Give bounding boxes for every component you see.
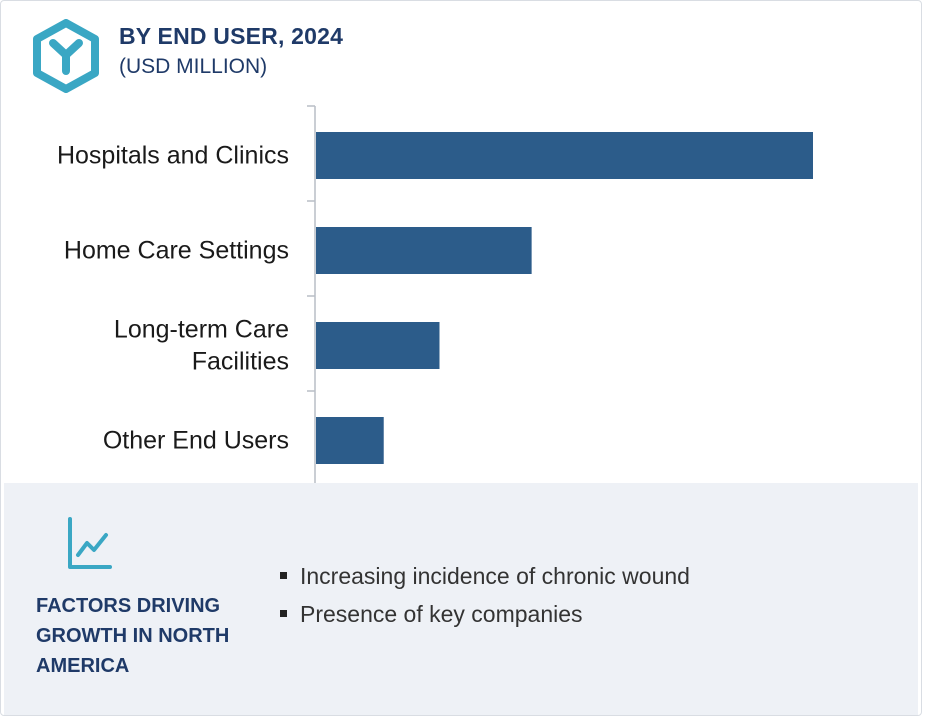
bar-long-term-care-facilities [316, 322, 440, 369]
hexagon-y-logo-icon [33, 19, 99, 93]
bullet-icon [280, 610, 287, 617]
category-tick-label-line: Hospitals and Clinics [57, 142, 289, 170]
category-tick-label: Home Care Settings [64, 237, 289, 265]
factors-panel: FACTORS DRIVING GROWTH IN NORTH AMERICA … [4, 483, 918, 715]
factor-text: Increasing incidence of chronic wound [300, 563, 690, 589]
line-chart-trend-icon [68, 517, 112, 569]
category-tick-label-line: Long-term Care [114, 316, 289, 344]
factor-item: Presence of key companies [280, 595, 690, 633]
chart-title: BY END USER, 2024 [119, 23, 344, 49]
category-tick-label: Hospitals and Clinics [57, 142, 289, 170]
factors-title: FACTORS DRIVING GROWTH IN NORTH AMERICA [36, 595, 230, 677]
bar-chart: Hospitals and Clinics Home Care Settings L… [57, 105, 813, 491]
bar-other-end-users [316, 417, 384, 464]
category-tick-label-line: Other End Users [103, 427, 289, 455]
factor-text: Presence of key companies [300, 601, 583, 627]
bullet-icon [280, 572, 287, 579]
factors-list: Increasing incidence of chronic wound Pr… [280, 557, 690, 633]
category-tick-label-line: Facilities [192, 348, 289, 376]
category-tick-label: Other End Users [103, 427, 289, 455]
factor-item: Increasing incidence of chronic wound [280, 557, 690, 595]
chart-subtitle: (USD MILLION) [119, 55, 268, 78]
bar-home-care-settings [316, 227, 532, 274]
category-tick-label: Long-term Care Facilities [114, 316, 289, 376]
category-tick-label-line: Home Care Settings [64, 237, 289, 265]
bar-hospitals-and-clinics [316, 132, 813, 179]
